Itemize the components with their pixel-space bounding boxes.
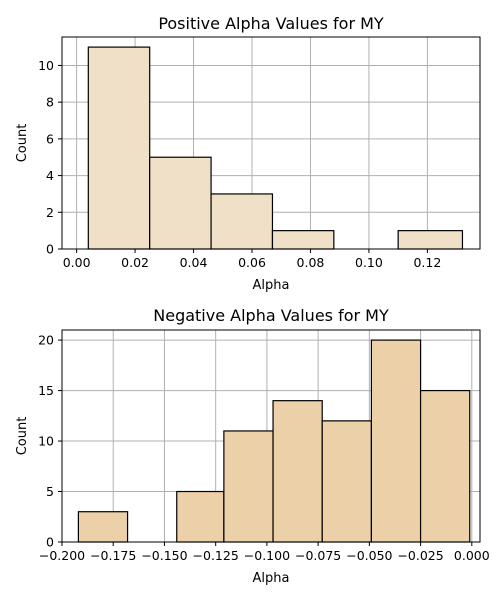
x-tick-label: 0.04 bbox=[180, 255, 208, 270]
x-ticks: −0.200 −0.175 −0.150 −0.125 −0.100 −0.075 −0.0… bbox=[39, 542, 490, 563]
histogram-bar bbox=[223, 430, 274, 543]
x-tick-label: 0.06 bbox=[238, 255, 266, 270]
histogram-bar bbox=[149, 156, 212, 250]
chart-title: Positive Alpha Values for MY bbox=[158, 14, 384, 33]
x-tick-label: 0.02 bbox=[121, 255, 149, 270]
histogram-bar bbox=[397, 230, 464, 250]
x-tick-label: 0.08 bbox=[297, 255, 325, 270]
y-axis-label: Count bbox=[15, 417, 30, 456]
histogram-bar bbox=[77, 511, 129, 543]
x-axis-label: Alpha bbox=[253, 278, 290, 293]
x-tick-label: 0.00 bbox=[63, 255, 91, 270]
histogram-bar bbox=[272, 400, 323, 543]
axes-frame bbox=[61, 36, 481, 250]
y-tick-label: 0 bbox=[46, 242, 54, 257]
x-ticks: 0.00 0.02 0.04 0.06 0.08 0.10 0.12 bbox=[63, 249, 441, 270]
x-tick-label: −0.200 bbox=[39, 548, 85, 563]
x-tick-label: 0.000 bbox=[454, 548, 490, 563]
x-tick-label: −0.125 bbox=[193, 548, 239, 563]
x-tick-label: −0.150 bbox=[141, 548, 187, 563]
y-ticks: 0 2 4 6 8 10 bbox=[38, 58, 62, 257]
histogram-bar bbox=[370, 339, 422, 543]
y-tick-label: 15 bbox=[38, 383, 54, 398]
x-axis-label: Alpha bbox=[253, 571, 290, 586]
histogram-bar bbox=[271, 230, 335, 250]
axes-frame bbox=[61, 329, 481, 543]
y-tick-label: 0 bbox=[46, 535, 54, 550]
bars bbox=[77, 339, 471, 543]
negative-alpha-panel: Negative Alpha Values for MY −0.200 −0.17… bbox=[15, 306, 490, 586]
histogram-bar bbox=[321, 420, 373, 543]
x-tick-label: −0.175 bbox=[90, 548, 136, 563]
y-tick-label: 2 bbox=[46, 205, 54, 220]
histogram-bar bbox=[176, 490, 225, 543]
x-tick-label: −0.075 bbox=[295, 548, 341, 563]
x-tick-label: 0.12 bbox=[413, 255, 441, 270]
positive-alpha-panel: Positive Alpha Values for MY 0.00 0.02 0.0… bbox=[15, 14, 481, 293]
y-tick-label: 8 bbox=[46, 95, 54, 110]
y-axis-label: Count bbox=[15, 124, 30, 163]
histogram-bar bbox=[87, 46, 151, 250]
x-tick-label: −0.050 bbox=[346, 548, 392, 563]
x-tick-label: −0.025 bbox=[397, 548, 443, 563]
chart-title: Negative Alpha Values for MY bbox=[153, 306, 389, 325]
y-tick-label: 20 bbox=[38, 333, 54, 348]
bars bbox=[87, 46, 464, 250]
y-tick-label: 6 bbox=[46, 131, 54, 146]
histogram-bar bbox=[419, 389, 471, 543]
y-tick-label: 5 bbox=[46, 484, 54, 499]
y-ticks: 0 5 10 15 20 bbox=[38, 333, 62, 550]
histogram-bar bbox=[210, 193, 274, 250]
x-tick-label: 0.10 bbox=[355, 255, 383, 270]
y-tick-label: 4 bbox=[46, 168, 54, 183]
y-tick-label: 10 bbox=[38, 434, 54, 449]
x-tick-label: −0.100 bbox=[244, 548, 290, 563]
y-tick-label: 10 bbox=[38, 58, 54, 73]
